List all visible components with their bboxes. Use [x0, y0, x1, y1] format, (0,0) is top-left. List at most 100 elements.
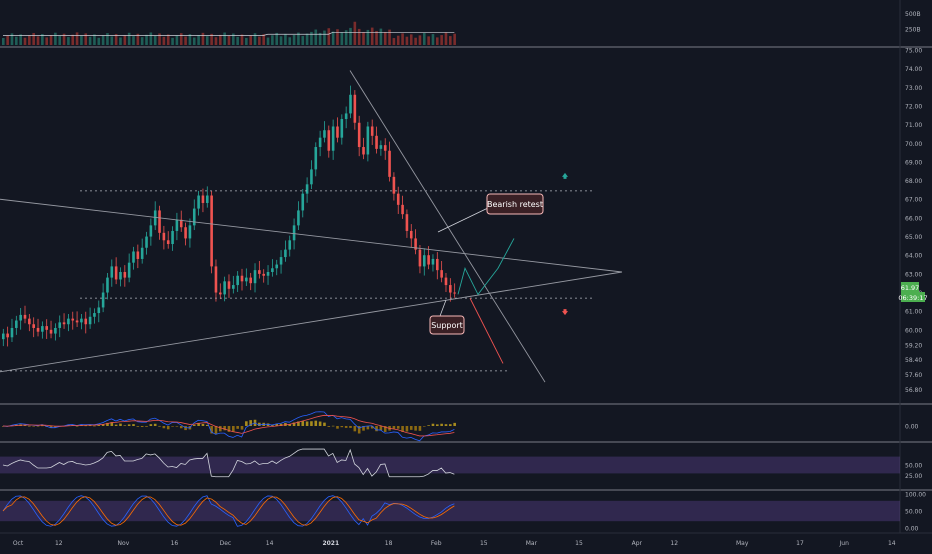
countdown-badge: [901, 292, 925, 302]
price-tick-label: 57.60: [905, 372, 922, 379]
price-tick-label: 66.00: [905, 215, 922, 222]
volume-tick-label: 500B: [905, 11, 921, 18]
volume-bar: [340, 32, 344, 45]
macd-histogram-bar: [414, 426, 417, 431]
macd-tick-label: 0.00: [905, 424, 919, 431]
volume-bar: [436, 37, 439, 45]
candle-body: [431, 258, 435, 265]
volume-bar: [314, 29, 318, 45]
stoch-rsi-pane: 100.00 50.00 0.00: [0, 492, 926, 533]
macd-histogram-bar: [205, 424, 209, 426]
macd-histogram-bar: [197, 422, 200, 426]
macd-histogram-bar: [249, 420, 252, 426]
candle-body: [314, 147, 318, 170]
candle-body: [145, 236, 148, 248]
volume-bar: [101, 35, 105, 45]
volume-bar: [388, 29, 391, 45]
volume-ma-line: [3, 31, 455, 36]
time-axis: Oct 12 Nov 16 Dec 14 2021 18 Feb 15 Mar 15 Apr 12 May 1…: [13, 540, 896, 547]
macd-histogram-bar: [219, 426, 222, 432]
candle-body: [262, 273, 265, 276]
volume-bar: [32, 33, 35, 45]
macd-histogram-bar: [153, 423, 157, 426]
candle-body: [179, 219, 183, 228]
time-tick-label: 2021: [322, 540, 339, 547]
bullish-path: [457, 238, 515, 296]
volume-bar: [357, 28, 361, 45]
candle-body: [357, 122, 361, 148]
candle-body: [45, 326, 48, 330]
macd-histogram-bar: [340, 426, 344, 428]
candle-body: [353, 94, 357, 123]
candle-body: [201, 195, 205, 203]
candle-body: [327, 130, 331, 151]
bearish-retest-callout[interactable]: Bearish retest: [437, 193, 544, 233]
price-tick-label: 71.00: [905, 122, 922, 129]
price-tick-label: 58.40: [905, 357, 922, 364]
candle-body: [214, 266, 218, 293]
macd-histogram-bar: [158, 425, 161, 427]
volume-bar: [166, 34, 170, 45]
candle-body: [305, 184, 309, 194]
candle-body: [383, 145, 387, 151]
macd-histogram-bar: [67, 424, 70, 426]
candle-body: [6, 333, 9, 338]
macd-histogram-bar: [136, 426, 140, 427]
descending-trendline: [349, 70, 546, 383]
macd-histogram-bar: [232, 426, 235, 432]
candle-body: [188, 225, 192, 239]
macd-histogram-bar: [227, 426, 231, 432]
volume-bar: [236, 36, 239, 45]
macd-histogram-bar: [75, 425, 79, 427]
macd-histogram-bar: [166, 426, 170, 430]
macd-histogram-bar: [379, 426, 383, 431]
time-tick-label: 15: [575, 540, 583, 547]
macd-histogram-bar: [288, 423, 292, 426]
volume-bar: [119, 37, 122, 45]
volume-bar: [80, 35, 83, 45]
volume-bar: [323, 30, 326, 45]
candle-body: [84, 318, 88, 325]
macd-histogram-bar: [171, 426, 174, 427]
volume-bar: [62, 33, 66, 45]
macd-histogram-bar: [28, 425, 31, 427]
volume-bar: [88, 36, 92, 45]
candle-body: [292, 225, 296, 241]
macd-histogram-bar: [422, 426, 426, 427]
candle-body: [288, 240, 292, 250]
macd-histogram-bar: [245, 421, 248, 426]
time-tick-label: 12: [55, 540, 63, 547]
support-callout[interactable]: Support: [429, 299, 465, 335]
price-tick-label: 61.00: [905, 309, 922, 316]
volume-bar: [409, 34, 413, 45]
macd-histogram-bar: [32, 426, 35, 427]
volume-bar: [49, 35, 53, 45]
stoch-k-line: [2, 495, 455, 527]
red-down-arrow: [562, 309, 568, 316]
macd-histogram-bar: [449, 424, 452, 426]
time-tick-label: 16: [171, 540, 179, 547]
macd-histogram-bar: [201, 423, 205, 426]
price-tick-label: 63.00: [905, 271, 922, 278]
volume-bar: [184, 36, 187, 45]
candle-body: [123, 272, 127, 278]
volume-bar: [262, 34, 265, 45]
candle-body: [23, 314, 27, 319]
candle-body: [219, 292, 222, 295]
candle-body: [101, 292, 105, 308]
candle-body: [388, 150, 391, 177]
macd-histogram-bar: [275, 423, 279, 426]
macd-histogram-bar: [279, 423, 283, 426]
macd-histogram-bar: [236, 426, 239, 429]
macd-histogram-bar: [323, 422, 326, 426]
volume-bar: [110, 36, 114, 45]
volume-bar: [67, 37, 70, 45]
volume-bar: [71, 34, 75, 45]
candle-body: [375, 135, 378, 149]
volume-bar: [205, 36, 209, 45]
price-tick-label: 67.00: [905, 197, 922, 204]
volume-bar: [114, 34, 118, 45]
candle-body: [318, 137, 322, 148]
